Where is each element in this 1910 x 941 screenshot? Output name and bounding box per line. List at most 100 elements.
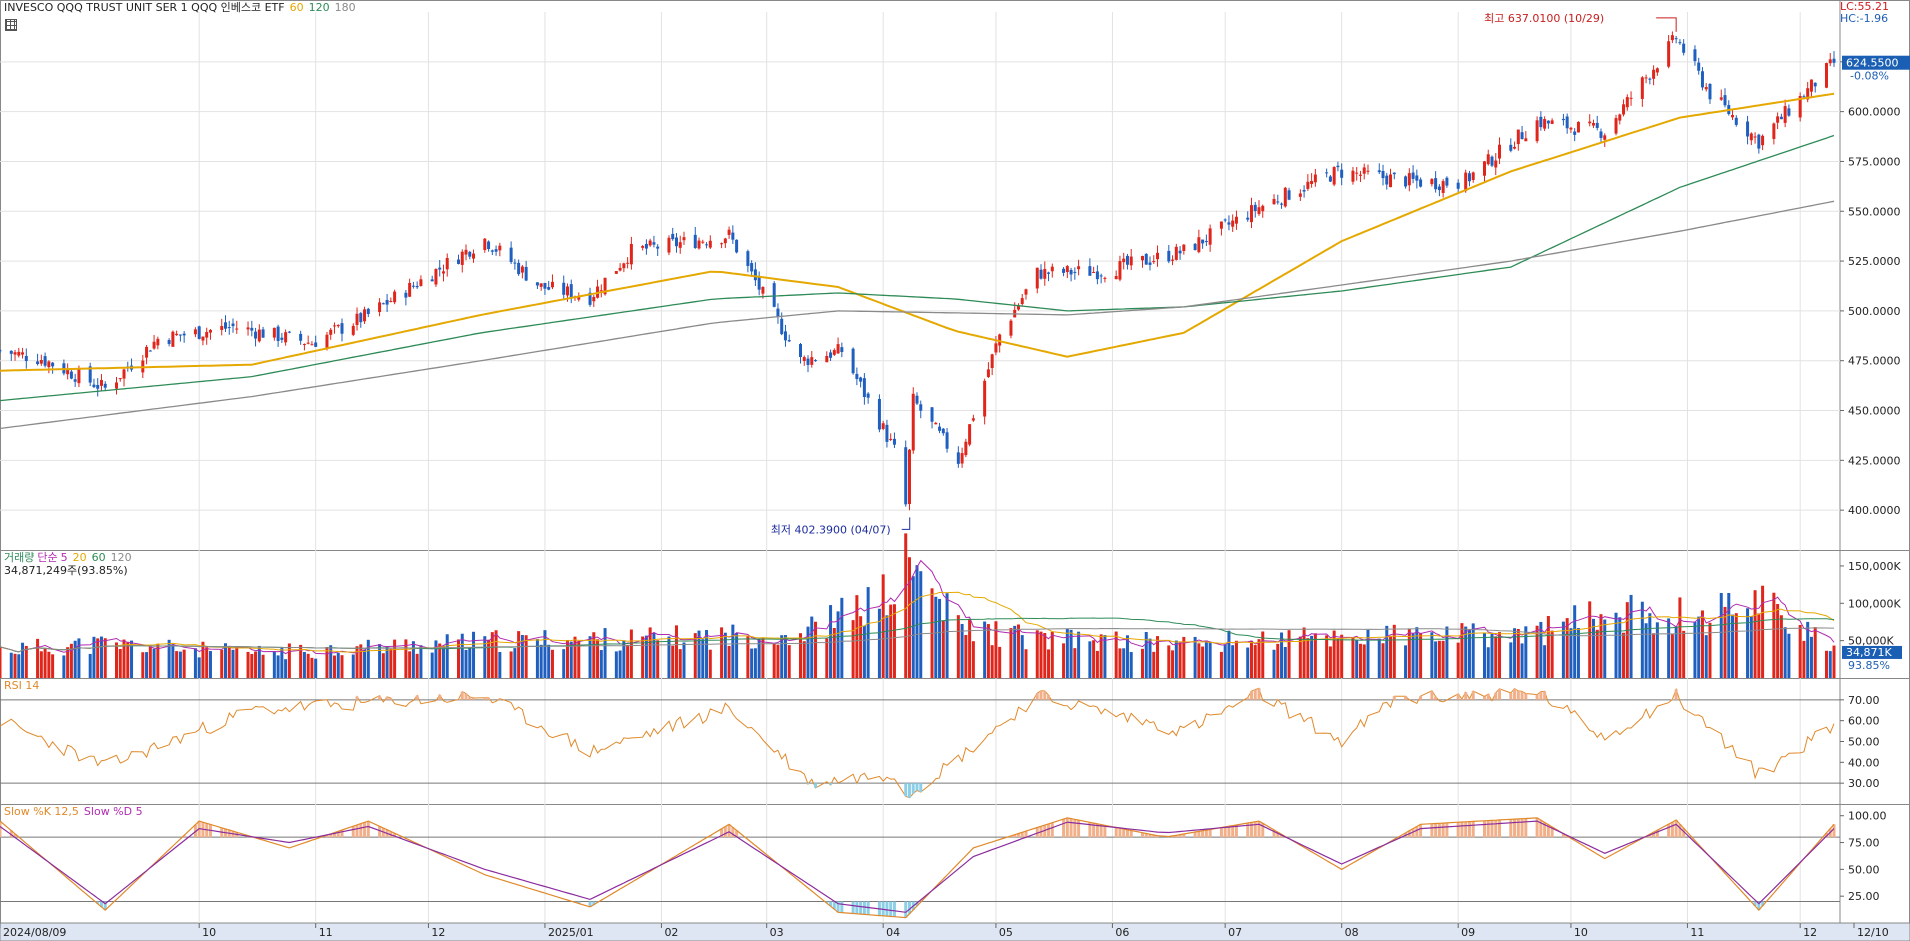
stoch-y-tick-label: 50.00 [1848,863,1880,876]
price-candle [336,324,340,327]
volume-tag-bg [1842,645,1902,659]
grid-icon[interactable] [5,19,17,31]
volume-bar [802,641,806,678]
volume-bar [1749,616,1753,678]
volume-bar [460,633,464,678]
volume-bar [682,642,686,678]
volume-bar [964,634,968,678]
volume-bar [697,630,701,678]
volume-bar [441,645,445,678]
volume-bar [235,646,239,678]
price-y-tick-label: 600.0000 [1848,106,1901,119]
price-candle [284,332,288,343]
volume-bar [1569,628,1573,678]
price-candle [329,329,333,335]
price-candle [404,292,408,298]
price-candle [355,313,359,325]
price-candle [24,355,28,361]
volume-bar [1193,636,1197,678]
volume-bar [509,651,513,678]
volume-bar [272,651,276,678]
price-candle [1746,121,1750,137]
volume-bar [1648,613,1652,678]
price-candle [1362,167,1366,174]
price-candle [618,267,622,271]
price-candle [840,347,844,353]
price-candle [167,340,171,344]
x-tick-label: 11 [1690,926,1704,939]
price-candle [1441,181,1445,193]
volume-bar [1576,628,1580,678]
volume-bar [772,643,776,678]
volume-bar [246,651,250,678]
volume-bar [998,646,1002,678]
volume-bar [1644,623,1648,678]
volume-bar [1024,649,1028,678]
volume-bar [945,593,949,678]
current-price-tag-bg [1842,55,1910,70]
price-candle [73,379,77,382]
volume-bar [810,616,814,678]
volume-bar [1723,606,1727,678]
price-candle [1197,237,1201,253]
x-tick-label: 07 [1228,926,1242,939]
price-candle [1595,122,1599,128]
volume-panel-header: 거래량 단순 5 20 60 120 [4,551,137,564]
volume-bar [1219,651,1223,678]
price-candle [1140,255,1144,261]
volume-bar [543,630,547,678]
volume-bar [1622,632,1626,678]
volume-bar [490,632,494,678]
volume-bar [314,658,318,678]
volume-bar [1148,638,1152,678]
volume-bar [355,646,359,678]
volume-bar [851,620,855,678]
price-candle [441,271,445,274]
price-candle [753,269,757,281]
price-candle [1437,186,1441,191]
volume-bar [359,644,363,678]
x-tick-label: 06 [1115,926,1129,939]
volume-bar [152,648,156,678]
price-candle [1599,131,1603,138]
price-candle [562,282,566,295]
price-candle [115,382,119,389]
volume-bar [96,638,100,678]
volume-bar [1719,593,1723,678]
price-candle [487,241,491,250]
volume-y-tick-label: 100,000K [1848,597,1901,610]
volume-bar [780,635,784,678]
volume-bar [1467,630,1471,678]
price-candle [1625,97,1629,108]
price-candle [1787,108,1791,116]
price-candle [1095,271,1099,280]
price-candle [1569,127,1573,130]
price-candle [960,453,964,464]
price-candle [1678,42,1682,44]
volume-bar [1261,631,1265,678]
price-candle [0,350,2,352]
price-candle [1208,228,1212,245]
volume-bar [814,621,818,678]
volume-bar [565,640,569,678]
price-candle [1257,207,1261,214]
volume-bar [1813,627,1817,678]
price-candle [246,327,250,330]
volume-bar [302,651,306,678]
price-candle [693,234,697,248]
price-candle [1704,87,1708,90]
volume-bar [731,624,735,678]
volume-bar [911,576,915,678]
price-candle [1062,268,1066,273]
price-candle [1167,250,1171,262]
price-candle [678,242,682,248]
volume-bar [990,645,994,678]
volume-bar [1385,625,1389,678]
volume-bar [419,645,423,678]
volume-bar [866,587,870,678]
volume-bar [547,644,551,678]
volume-bar [938,598,942,678]
price-candle [359,313,363,323]
price-y-tick-label: 575.0000 [1848,155,1901,168]
